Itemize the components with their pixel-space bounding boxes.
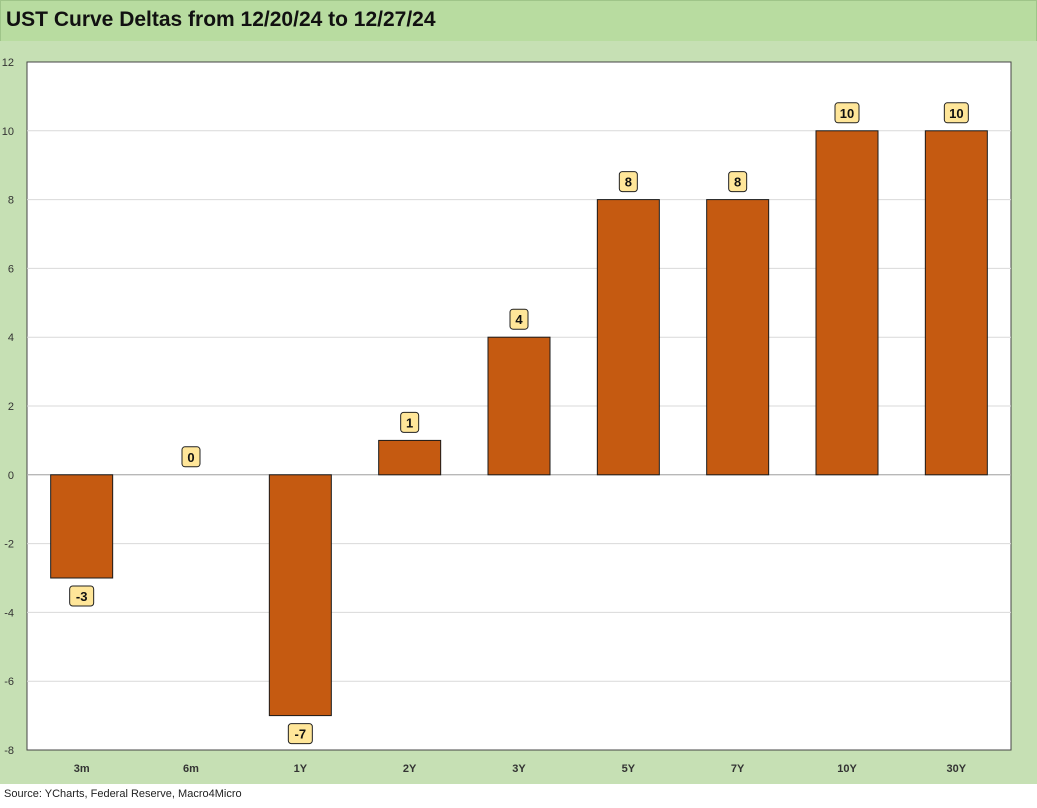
x-tick-label: 10Y xyxy=(837,763,857,775)
data-label-box xyxy=(69,585,95,607)
bar-1Y xyxy=(268,474,332,717)
y-tick-label: -8 xyxy=(4,745,14,757)
bar-7Y xyxy=(706,199,770,476)
y-tick-label: 4 xyxy=(8,332,14,344)
data-label: 1 xyxy=(406,415,413,430)
data-label-box xyxy=(509,308,529,330)
data-label-box xyxy=(943,102,969,124)
bar-2Y xyxy=(378,439,442,476)
bar-3Y xyxy=(487,336,551,476)
y-tick-label: -2 xyxy=(4,539,14,551)
x-tick-label: 6m xyxy=(183,763,199,775)
x-tick-label: 2Y xyxy=(403,763,417,775)
y-tick-label: 2 xyxy=(8,401,14,413)
data-label-box xyxy=(181,446,201,468)
data-label: -7 xyxy=(295,727,307,742)
x-tick-label: 3m xyxy=(74,763,90,775)
bar-5Y xyxy=(596,199,660,476)
data-label-box xyxy=(400,411,420,433)
data-label: 10 xyxy=(949,106,963,121)
y-tick-label: -4 xyxy=(4,607,14,619)
bar-10Y xyxy=(815,130,879,476)
data-label-box xyxy=(728,171,748,193)
y-tick-label: 8 xyxy=(8,195,14,207)
bar-30Y xyxy=(924,130,988,476)
data-label: 4 xyxy=(515,312,523,327)
data-label: 10 xyxy=(840,106,854,121)
data-label: -3 xyxy=(76,589,88,604)
y-tick-label: 12 xyxy=(2,57,14,69)
x-tick-label: 1Y xyxy=(294,763,308,775)
data-label-box xyxy=(287,723,313,745)
data-label: 0 xyxy=(187,450,194,465)
data-label: 8 xyxy=(734,175,741,190)
x-tick-label: 7Y xyxy=(731,763,745,775)
y-tick-label: 6 xyxy=(8,263,14,275)
x-tick-label: 3Y xyxy=(512,763,526,775)
data-label: 8 xyxy=(625,175,632,190)
x-tick-label: 30Y xyxy=(947,763,967,775)
y-tick-label: -6 xyxy=(4,676,14,688)
chart-title-bar: UST Curve Deltas from 12/20/24 to 12/27/… xyxy=(0,0,1037,42)
bar-3m xyxy=(50,474,114,579)
y-tick-label: 10 xyxy=(2,126,14,138)
x-tick-label: 5Y xyxy=(622,763,636,775)
data-label-box xyxy=(834,102,860,124)
data-label-box xyxy=(618,171,638,193)
chart-title: UST Curve Deltas from 12/20/24 to 12/27/… xyxy=(6,8,436,31)
source-note: Source: YCharts, Federal Reserve, Macro4… xyxy=(4,788,242,800)
y-tick-label: 0 xyxy=(8,470,14,482)
